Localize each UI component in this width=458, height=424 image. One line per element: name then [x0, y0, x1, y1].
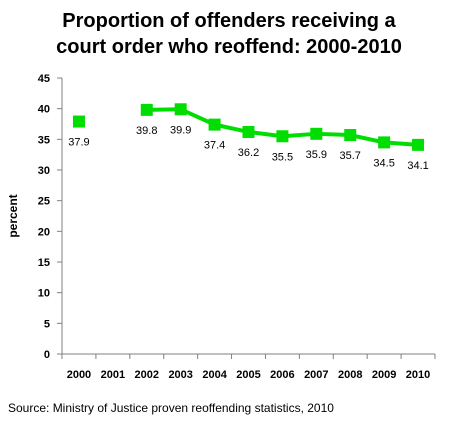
- x-tick-label: 2000: [67, 369, 91, 381]
- data-point: [412, 138, 425, 151]
- y-tick-label: 5: [44, 318, 50, 330]
- y-tick-label: 45: [38, 73, 50, 85]
- data-point: [72, 115, 85, 128]
- x-tick-label: 2001: [101, 369, 125, 381]
- y-tick-label: 30: [38, 165, 50, 177]
- y-tick-label: 10: [38, 288, 50, 300]
- data-label: 35.5: [272, 151, 293, 163]
- data-point: [310, 127, 323, 140]
- x-tick-label: 2002: [135, 369, 159, 381]
- y-tick-label: 15: [38, 257, 50, 269]
- data-label: 35.9: [306, 149, 327, 161]
- data-point: [276, 130, 289, 143]
- data-label: 35.7: [340, 150, 361, 162]
- y-axis-title: percent: [6, 194, 20, 237]
- x-tick-label: 2010: [406, 369, 430, 381]
- y-tick-label: 20: [38, 226, 50, 238]
- y-tick-label: 35: [38, 134, 50, 146]
- data-label: 39.8: [136, 125, 157, 137]
- source-note: Source: Ministry of Justice proven reoff…: [8, 401, 334, 415]
- y-tick-label: 25: [38, 196, 50, 208]
- data-point: [378, 136, 391, 149]
- chart-title-line-2: court order who reoffend: 2000-2010: [56, 36, 402, 58]
- data-point: [344, 129, 357, 142]
- y-tick-label: 40: [38, 104, 50, 116]
- x-tick-label: 2004: [202, 369, 227, 381]
- chart-title-line-1: Proportion of offenders receiving a: [62, 10, 396, 32]
- data-label: 39.9: [170, 124, 191, 136]
- chart-title: Proportion of offenders receiving a cour…: [0, 8, 458, 60]
- data-label: 37.4: [204, 140, 225, 152]
- data-label: 34.1: [407, 160, 428, 172]
- data-point: [208, 118, 221, 131]
- x-tick-label: 2008: [338, 369, 362, 381]
- data-point: [242, 125, 255, 138]
- data-label: 34.5: [373, 157, 394, 169]
- x-tick-label: 2009: [372, 369, 396, 381]
- x-tick-label: 2005: [236, 369, 260, 381]
- data-point: [140, 103, 153, 116]
- x-tick-label: 2007: [304, 369, 328, 381]
- data-point: [174, 103, 187, 116]
- data-label: 36.2: [238, 147, 259, 159]
- y-tick-label: 0: [44, 349, 50, 361]
- x-tick-label: 2006: [270, 369, 294, 381]
- data-label: 37.9: [68, 137, 89, 149]
- x-tick-label: 2003: [168, 369, 192, 381]
